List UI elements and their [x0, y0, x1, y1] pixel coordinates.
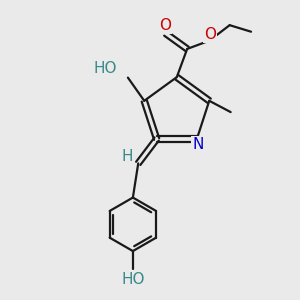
Text: HO: HO	[122, 272, 145, 286]
Text: O: O	[159, 18, 171, 33]
Text: N: N	[193, 137, 204, 152]
Text: HO: HO	[93, 61, 117, 76]
Text: O: O	[204, 27, 216, 42]
Text: H: H	[121, 149, 133, 164]
